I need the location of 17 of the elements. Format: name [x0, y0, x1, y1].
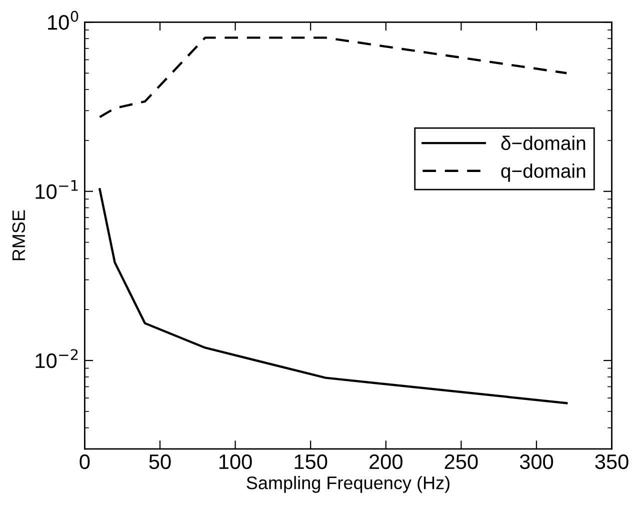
line-series — [98, 36, 568, 118]
x-tick-label: 50 — [149, 454, 171, 470]
x-axis-title: Sampling Frequency (Hz) — [246, 476, 450, 493]
x-tick-label: 350 — [595, 454, 628, 470]
y-tick-label: 10$^{−2}$ — [36, 349, 78, 368]
x-tick-label: 100 — [219, 454, 252, 470]
x-tick-label: 300 — [520, 454, 554, 470]
y-tick-label: 10$^{0}$ — [48, 10, 78, 30]
y-axis-title: RMSE — [12, 210, 26, 260]
y-tick-label: 10$^{−1}$ — [36, 180, 78, 199]
line-series — [98, 188, 568, 404]
x-tick-label: 0 — [80, 454, 90, 470]
legend-label: δ−domain — [501, 136, 586, 150]
x-tick-label: 250 — [444, 454, 478, 470]
x-tick-label: 200 — [370, 454, 402, 470]
x-tick-label: 150 — [294, 454, 328, 470]
legend-label: q−domain — [501, 164, 586, 182]
